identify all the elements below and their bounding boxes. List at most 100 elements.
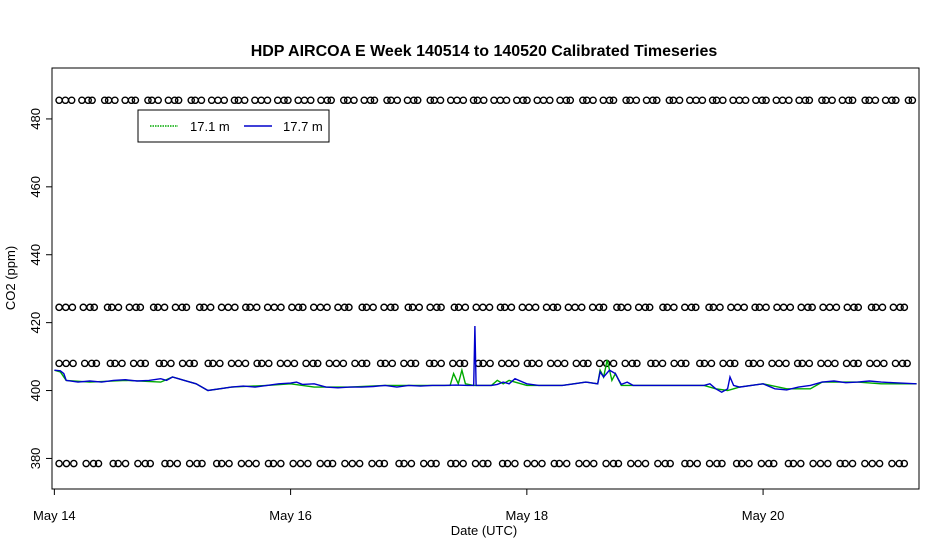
marker-point bbox=[892, 96, 900, 105]
marker-point bbox=[79, 303, 88, 312]
marker-point bbox=[193, 459, 201, 468]
marker-point bbox=[246, 303, 254, 312]
marker-point bbox=[752, 96, 760, 105]
y-axis-label: CO2 (ppm) bbox=[3, 246, 18, 310]
marker-point bbox=[459, 459, 467, 468]
marker-point bbox=[866, 359, 874, 368]
marker-point bbox=[479, 359, 487, 368]
marker-point bbox=[277, 303, 285, 312]
x-tick-label: May 14 bbox=[33, 508, 76, 523]
marker-point bbox=[454, 303, 463, 312]
marker-point bbox=[861, 459, 869, 468]
marker-point bbox=[562, 96, 571, 105]
marker-point bbox=[562, 459, 571, 468]
marker-point bbox=[170, 96, 179, 105]
marker-point bbox=[708, 96, 717, 105]
marker-point bbox=[154, 303, 162, 312]
marker-point bbox=[842, 359, 851, 368]
marker-point bbox=[391, 303, 399, 312]
marker-point bbox=[553, 303, 562, 312]
y-axis: 380 400 420 440 460 480 bbox=[28, 108, 53, 469]
marker-point bbox=[136, 303, 145, 312]
marker-point bbox=[550, 459, 559, 468]
marker-point bbox=[523, 359, 532, 368]
marker-point bbox=[160, 303, 169, 312]
marker-point bbox=[716, 303, 724, 312]
marker-point bbox=[204, 359, 213, 368]
marker-point bbox=[599, 96, 608, 105]
marker-point bbox=[341, 459, 349, 468]
marker-point bbox=[141, 359, 150, 368]
marker-point bbox=[785, 96, 793, 105]
marker-point bbox=[212, 459, 221, 468]
marker-point bbox=[595, 303, 604, 312]
legend-label-17-7m: 17.7 m bbox=[283, 119, 323, 134]
marker-point bbox=[114, 303, 123, 312]
marker-row bbox=[55, 459, 909, 468]
marker-point bbox=[649, 96, 657, 105]
marker-point bbox=[486, 359, 494, 368]
marker-point bbox=[575, 459, 583, 468]
marker-point bbox=[626, 96, 634, 105]
marker-point bbox=[888, 459, 896, 468]
marker-point bbox=[875, 459, 884, 468]
marker-point bbox=[409, 96, 418, 105]
marker-point bbox=[296, 459, 305, 468]
marker-point bbox=[146, 459, 155, 468]
marker-point bbox=[556, 96, 564, 105]
marker-point bbox=[896, 303, 904, 312]
marker-point bbox=[313, 359, 322, 368]
marker-point bbox=[727, 303, 735, 312]
marker-point bbox=[663, 303, 672, 312]
marker-point bbox=[880, 359, 888, 368]
marker-point bbox=[854, 359, 863, 368]
marker-point bbox=[503, 459, 512, 468]
marker-point bbox=[55, 96, 63, 105]
marker-point bbox=[380, 459, 389, 468]
marker-point bbox=[252, 459, 260, 468]
marker-point bbox=[187, 96, 196, 105]
marker-point bbox=[302, 359, 310, 368]
marker-point bbox=[849, 359, 858, 368]
marker-point bbox=[804, 303, 812, 312]
marker-point bbox=[386, 303, 395, 312]
marker-point bbox=[854, 303, 863, 312]
marker-point bbox=[479, 303, 487, 312]
marker-point bbox=[461, 303, 470, 312]
marker-point bbox=[332, 359, 341, 368]
marker-point bbox=[340, 303, 349, 312]
marker-point bbox=[784, 459, 793, 468]
marker-point bbox=[430, 359, 438, 368]
marker-point bbox=[304, 459, 312, 468]
marker-point bbox=[737, 459, 746, 468]
series-layer bbox=[54, 325, 917, 394]
marker-point bbox=[178, 359, 187, 368]
marker-point bbox=[131, 96, 140, 105]
marker-point bbox=[824, 459, 832, 468]
marker-point bbox=[479, 459, 487, 468]
marker-point bbox=[816, 459, 825, 468]
marker-point bbox=[68, 303, 77, 312]
marker-point bbox=[832, 303, 841, 312]
marker-point bbox=[691, 303, 700, 312]
marker-point bbox=[819, 303, 827, 312]
x-axis-label: Date (UTC) bbox=[451, 523, 517, 538]
marker-point bbox=[589, 96, 597, 105]
y-tick-label: 420 bbox=[28, 312, 43, 334]
marker-point bbox=[154, 96, 162, 105]
marker-point bbox=[838, 96, 847, 105]
marker-point bbox=[251, 96, 259, 105]
marker-point bbox=[908, 96, 917, 105]
y-tick-label: 480 bbox=[28, 108, 43, 130]
marker-point bbox=[789, 459, 798, 468]
marker-point bbox=[316, 459, 325, 468]
marker-point bbox=[719, 96, 727, 105]
marker-point bbox=[264, 359, 273, 368]
marker-point bbox=[571, 303, 579, 312]
marker-point bbox=[511, 359, 520, 368]
marker-point bbox=[533, 96, 542, 105]
marker-point bbox=[796, 459, 805, 468]
marker-point bbox=[173, 459, 182, 468]
marker-point bbox=[824, 359, 832, 368]
